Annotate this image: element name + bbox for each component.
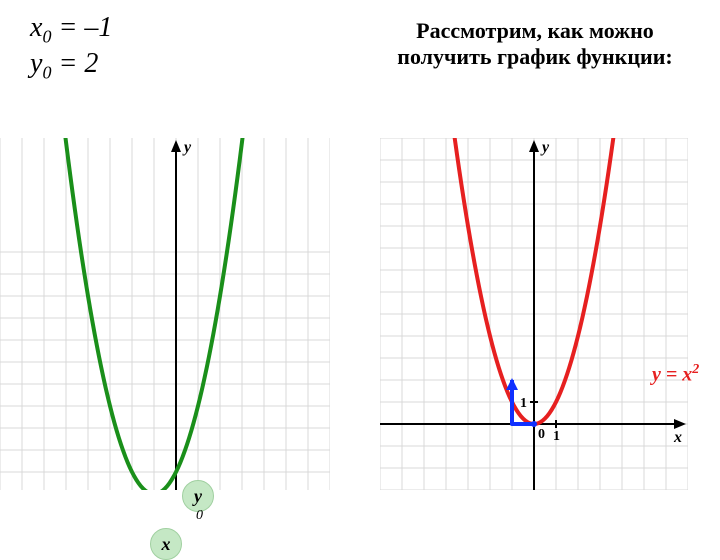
formula-y0-var: y — [30, 48, 42, 79]
formula-y0: y0 = 2 — [30, 48, 98, 84]
svg-text:x: x — [673, 429, 682, 446]
right-curve-label: y = x2 — [652, 362, 699, 387]
right-curve-label-sup: 2 — [692, 362, 699, 377]
formula-x0-var: x — [30, 12, 42, 43]
svg-text:y: y — [182, 139, 192, 156]
formula-x0-eq: = –1 — [51, 12, 112, 43]
left-chart: 110xy — [0, 138, 330, 490]
svg-text:0: 0 — [538, 427, 545, 442]
right-curve-label-body: y = x — [652, 364, 692, 386]
vertex-x0-bubble: x — [150, 528, 182, 560]
page-heading: Рассмотрим, как можно получить график фу… — [370, 18, 700, 70]
heading-line-2: получить график функции: — [370, 44, 700, 70]
vertex-y0-label: y — [194, 486, 202, 507]
formula-y0-eq: = 2 — [51, 48, 98, 79]
svg-text:1: 1 — [553, 429, 560, 444]
svg-text:1: 1 — [520, 396, 527, 411]
heading-line-1: Рассмотрим, как можно — [370, 18, 700, 44]
svg-text:y: y — [540, 139, 550, 156]
vertex-y0-sub: 0 — [196, 508, 203, 524]
right-chart: 110xy — [380, 138, 688, 490]
vertex-x0-label: x — [162, 534, 171, 555]
formula-x0: x0 = –1 — [30, 12, 112, 48]
